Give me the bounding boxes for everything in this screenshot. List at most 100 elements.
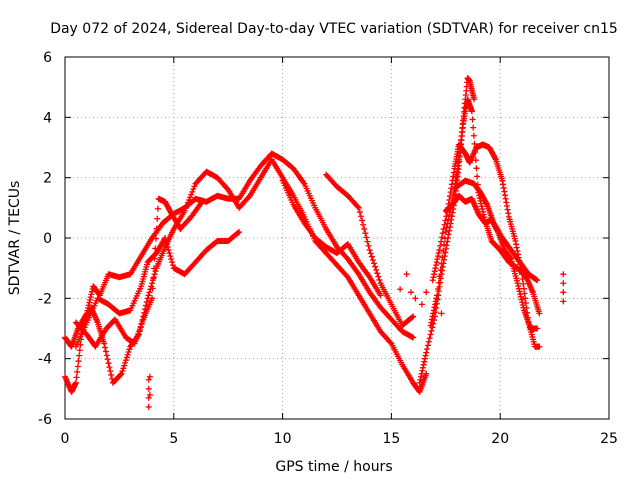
data-point [167,253,174,260]
data-point [432,298,439,305]
data-point [422,352,429,359]
data-point [439,254,446,261]
data-point [145,403,152,410]
data-point [224,185,231,192]
y-tick-label: 0 [43,231,52,247]
data-point [145,292,152,299]
data-point [122,357,129,364]
series-track-f [279,177,384,299]
data-point [441,235,448,242]
data-point [430,274,437,281]
data-point [245,193,252,200]
data-point [73,374,80,381]
data-point [438,310,445,317]
data-point [515,285,522,292]
data-point [427,331,434,338]
x-tick-label: 10 [274,431,292,447]
x-axis-label: GPS time / hours [275,459,392,475]
data-point [410,313,417,320]
data-point [419,367,426,374]
data-point [469,116,476,123]
data-point [169,262,176,269]
data-point [72,379,79,386]
data-point [188,191,195,198]
axis-ticks: 0 5 10 15 20 25 -6 -4 -2 0 2 4 6 [38,50,618,447]
y-tick-label: 2 [43,171,52,187]
data-point [445,216,452,223]
data-point [428,327,435,334]
data-point [468,108,475,115]
data-point [433,262,440,269]
data-point [471,96,478,103]
data-point [443,224,450,231]
data-point [513,241,520,248]
series-track-k [453,177,541,284]
data-point [471,140,478,147]
data-point [501,188,508,195]
data-point [437,266,444,273]
data-point [162,235,169,241]
data-point [427,322,434,329]
data-point [442,217,449,224]
data-point [101,340,108,347]
data-point [517,291,524,298]
data-point [397,286,404,293]
data-point [440,247,447,254]
y-tick-label: -6 [38,412,52,428]
data-point [365,242,372,249]
y-tick-label: -4 [38,352,52,368]
chart-title: Day 072 of 2024, Sidereal Day-to-day VTE… [50,21,618,37]
data-point [430,307,437,314]
data-point [536,343,543,350]
data-point [150,265,157,272]
data-point [450,190,457,197]
data-point [519,276,526,283]
data-point [86,299,93,306]
x-tick-label: 25 [600,431,618,447]
data-point [483,200,490,207]
data-point [420,361,427,368]
grid-lines [65,57,609,419]
data-point [424,346,431,353]
data-point [426,335,433,342]
data-point [387,339,394,346]
data-point [370,260,377,267]
data-point [501,192,508,199]
data-point [512,238,519,245]
data-point [499,177,506,184]
data-point [440,225,447,232]
data-point [88,288,95,295]
data-point [446,193,453,200]
data-point [442,228,449,235]
data-point [505,210,512,217]
data-point [417,373,424,380]
data-point [162,238,169,245]
series-track-g [416,96,543,386]
data-point [438,234,445,241]
data-point [106,364,113,371]
data-point [87,296,94,303]
data-point [519,299,526,306]
data-point [419,364,426,371]
data-point [436,273,443,280]
data-point [190,186,197,193]
data-point [102,344,109,351]
data-point [449,177,456,184]
data-point [165,247,172,254]
data-point [367,250,374,257]
data-point [433,295,440,302]
data-point [409,314,416,321]
data-point [428,316,435,323]
data-point [87,294,94,301]
data-point [439,230,446,237]
data-point [187,194,194,201]
data-point [417,376,424,383]
data-point [407,289,414,296]
data-point [88,291,95,298]
data-point [146,289,153,296]
x-tick-label: 5 [169,431,178,447]
series-track-c [72,228,243,350]
data-point [76,352,83,359]
data-point [447,189,454,196]
x-tick-label: 20 [491,431,509,447]
